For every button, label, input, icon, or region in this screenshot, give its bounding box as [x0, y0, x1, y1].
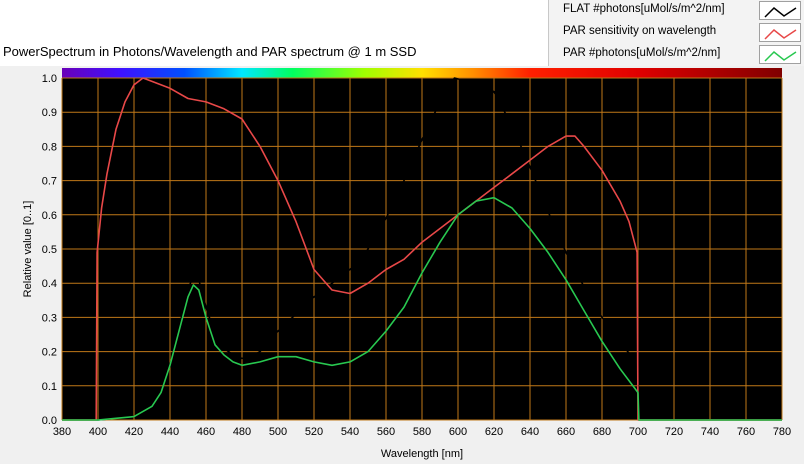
x-tick-label: 720 — [665, 426, 683, 438]
x-tick-label: 500 — [269, 426, 287, 438]
x-tick-label: 780 — [773, 426, 791, 438]
series-lines — [62, 77, 782, 421]
x-tick-label: 480 — [233, 426, 251, 438]
y-tick-label: 0.3 — [42, 312, 57, 324]
legend: FLAT #photons[uMol/s/m^2/nm] PAR sensiti… — [548, 0, 804, 66]
x-tick-label: 580 — [413, 426, 431, 438]
y-tick-label: 0.2 — [42, 347, 57, 359]
x-tick-label: 560 — [377, 426, 395, 438]
legend-item-par-photons[interactable]: PAR #photons[uMol/s/m^2/nm] — [549, 44, 804, 66]
series-line-par-sensitivity — [62, 77, 782, 421]
x-tick-label: 680 — [593, 426, 611, 438]
x-tick-label: 460 — [197, 426, 215, 438]
y-tick-label: 0.8 — [42, 141, 57, 153]
x-tick-label: 520 — [305, 426, 323, 438]
legend-swatch-green — [759, 45, 801, 64]
legend-item-flat[interactable]: FLAT #photons[uMol/s/m^2/nm] — [549, 0, 804, 22]
series-line-par-photons — [62, 196, 782, 421]
y-axis-label: Relative value [0..1] — [22, 201, 34, 298]
legend-swatch-red — [759, 23, 801, 42]
x-tick-label: 740 — [701, 426, 719, 438]
x-tick-label: 700 — [629, 426, 647, 438]
y-tick-label: 0.1 — [42, 381, 57, 393]
y-tick-labels: 0.0 0.1 0.2 0.3 0.4 0.5 0.6 0.7 0.8 0.9 1.0 — [42, 73, 57, 427]
x-tick-label: 400 — [89, 426, 107, 438]
y-tick-label: 0.4 — [42, 278, 57, 290]
grid-lines — [61, 77, 783, 421]
legend-swatch-black — [759, 1, 801, 20]
x-tick-label: 380 — [53, 426, 71, 438]
chart-title: PowerSpectrum in Photons/Wavelength and … — [3, 44, 417, 59]
y-tick-label: 0.6 — [42, 210, 57, 222]
x-tick-label: 600 — [449, 426, 467, 438]
y-tick-label: 0.9 — [42, 107, 57, 119]
x-axis-label: Wavelength [nm] — [381, 448, 463, 460]
y-tick-label: 0.5 — [42, 244, 57, 256]
y-tick-label: 0.7 — [42, 176, 57, 188]
x-tick-label: 760 — [737, 426, 755, 438]
x-tick-label: 440 — [161, 426, 179, 438]
y-tick-label: 1.0 — [42, 73, 57, 85]
x-tick-label: 640 — [521, 426, 539, 438]
y-tick-label: 0.0 — [42, 415, 57, 427]
legend-item-par-sensitivity[interactable]: PAR sensitivity on wavelength — [549, 22, 804, 44]
legend-label: FLAT #photons[uMol/s/m^2/nm] — [563, 3, 725, 15]
title-panel — [0, 0, 548, 66]
x-tick-label: 420 — [125, 426, 143, 438]
x-tick-labels: 380 400 420 440 460 480 500 520 540 560 580 600 620 6… — [53, 426, 791, 438]
x-tick-label: 540 — [341, 426, 359, 438]
spectrum-color-bar — [62, 68, 782, 78]
x-tick-label: 620 — [485, 426, 503, 438]
x-tick-label: 660 — [557, 426, 575, 438]
legend-label: PAR sensitivity on wavelength — [563, 25, 717, 37]
legend-label: PAR #photons[uMol/s/m^2/nm] — [563, 47, 721, 59]
